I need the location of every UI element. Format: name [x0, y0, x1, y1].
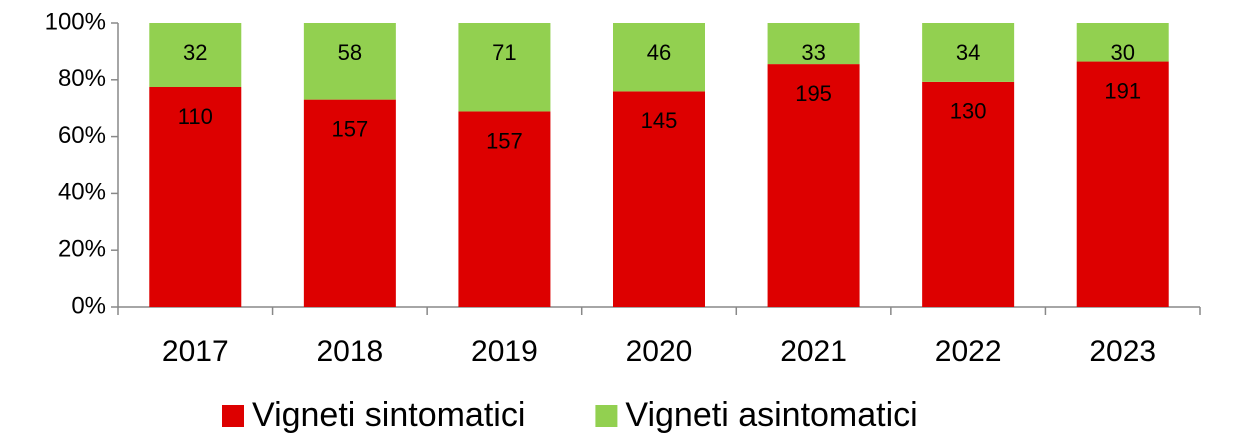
y-tick-label: 60% [58, 122, 106, 149]
legend-label: Vigneti sintomatici [252, 396, 525, 434]
data-label: 33 [801, 40, 825, 65]
data-label: 71 [492, 40, 516, 65]
y-tick-label: 20% [58, 236, 106, 263]
bar-segment [458, 23, 551, 112]
data-label: 130 [950, 99, 987, 124]
legend-swatch [595, 405, 618, 427]
x-tick-label: 2019 [471, 335, 538, 368]
data-label: 157 [486, 128, 523, 153]
bar-segment [767, 64, 860, 308]
bar-segment [922, 23, 1015, 82]
bar-segment [458, 111, 551, 307]
bar-segment [1076, 23, 1169, 62]
legend-label: Vigneti asintomatici [625, 396, 917, 434]
x-tick-label: 2017 [162, 335, 229, 368]
bar-segment [149, 23, 242, 87]
bar-segment [922, 81, 1015, 307]
bar-segment [303, 23, 396, 100]
data-label: 110 [178, 104, 213, 129]
x-tick-label: 2018 [316, 335, 383, 368]
bar-segment [1076, 61, 1169, 308]
data-label: 157 [331, 116, 368, 141]
x-tick-label: 2022 [935, 335, 1002, 368]
legend-swatch [222, 405, 244, 427]
data-label: 34 [956, 40, 980, 65]
x-tick-label: 2023 [1089, 335, 1156, 368]
x-tick-label: 2020 [626, 335, 693, 368]
x-tick-label: 2021 [780, 335, 847, 368]
y-tick-label: 40% [58, 179, 106, 206]
y-tick-label: 100% [45, 8, 106, 35]
data-label: 32 [183, 40, 207, 65]
data-label: 191 [1104, 78, 1141, 103]
data-label: 145 [641, 108, 678, 133]
data-label: 58 [338, 40, 362, 65]
bar-segment [149, 87, 242, 307]
bar-segment [613, 23, 705, 92]
data-label: 30 [1110, 40, 1134, 65]
bar-segment [303, 99, 396, 307]
data-label: 46 [647, 40, 671, 65]
y-tick-label: 80% [58, 65, 106, 92]
bar-segment [613, 91, 705, 307]
data-label: 195 [795, 81, 832, 106]
y-tick-label: 0% [71, 292, 106, 319]
bar-segment [767, 23, 860, 65]
